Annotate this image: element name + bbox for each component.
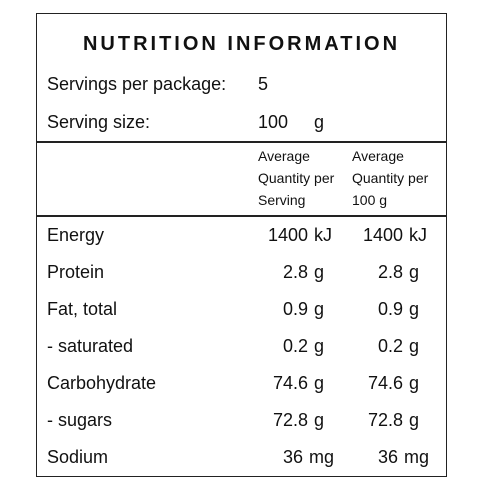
nutrient-name: Carbohydrate — [47, 373, 157, 393]
per100-unit: g — [409, 299, 420, 319]
servings-label: Servings per package: — [47, 74, 227, 94]
per100-value: 0.9 — [377, 299, 403, 319]
per100-value: 36 — [377, 447, 398, 467]
per100-unit: g — [409, 262, 420, 282]
per100-unit: mg — [404, 447, 430, 467]
serving-value: 0.9 — [282, 299, 308, 319]
divider — [37, 215, 446, 217]
serving-unit: kJ — [314, 225, 332, 245]
column-header: Quantity per — [258, 170, 335, 186]
serving-unit: g — [314, 410, 325, 430]
nutrient-name: Fat, total — [47, 299, 118, 319]
serving-value: 0.2 — [282, 336, 308, 356]
column-header: Quantity per — [352, 170, 429, 186]
serving-value: 2.8 — [282, 262, 308, 282]
per100-unit: g — [409, 336, 420, 356]
nutrient-name: Sodium — [47, 447, 109, 467]
per100-value: 2.8 — [377, 262, 403, 282]
divider — [37, 141, 446, 143]
serving-unit: g — [314, 262, 325, 282]
serving-unit: g — [314, 373, 325, 393]
serving-value: 72.8 — [272, 410, 308, 430]
per100-value: 0.2 — [377, 336, 403, 356]
nutrition-panel: NUTRITION INFORMATION Servings per packa… — [36, 13, 447, 477]
serving-value: 74.6 — [272, 373, 308, 393]
serving-value: 36 — [282, 447, 303, 467]
per100-value: 72.8 — [367, 410, 403, 430]
per100-unit: kJ — [409, 225, 427, 245]
nutrient-name: Protein — [47, 262, 105, 282]
per100-unit: g — [409, 410, 420, 430]
serving-size-value: 100 — [258, 112, 289, 132]
per100-unit: g — [409, 373, 420, 393]
column-header: 100 g — [352, 192, 388, 208]
serving-unit: g — [314, 336, 325, 356]
column-header: Serving — [258, 192, 306, 208]
serving-unit: mg — [309, 447, 335, 467]
title: NUTRITION INFORMATION — [82, 33, 401, 55]
column-header: Average — [352, 148, 404, 164]
nutrient-name: Energy — [47, 225, 105, 245]
nutrient-name: - saturated — [47, 336, 134, 356]
column-header: Average — [258, 148, 310, 164]
servings-value: 5 — [258, 74, 269, 94]
serving-unit: g — [314, 299, 325, 319]
serving-value: 1400 — [267, 225, 308, 245]
nutrient-name: - sugars — [47, 410, 113, 430]
per100-value: 1400 — [362, 225, 403, 245]
per100-value: 74.6 — [367, 373, 403, 393]
serving-size-unit: g — [314, 112, 325, 132]
serving-size-label: Serving size: — [47, 112, 151, 132]
